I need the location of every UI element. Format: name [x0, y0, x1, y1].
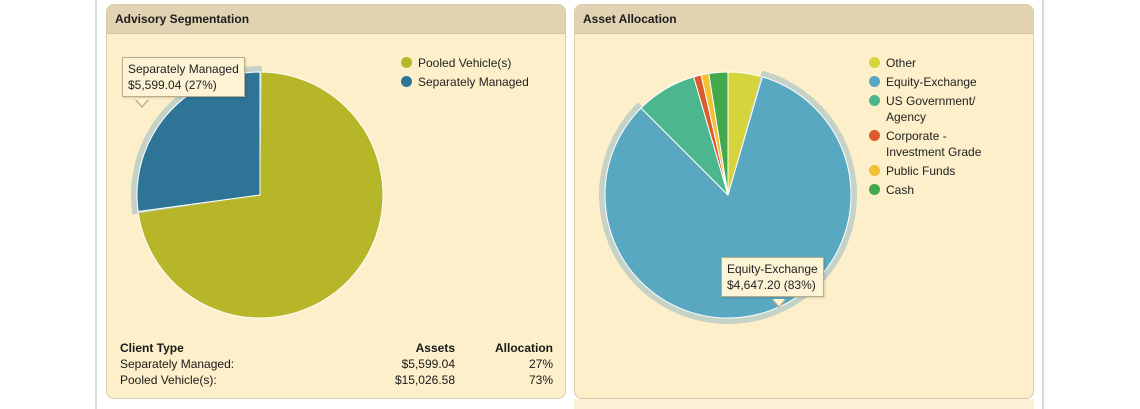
legend-swatch	[869, 76, 880, 87]
legend-item[interactable]: Pooled Vehicle(s)	[401, 55, 533, 71]
assets-cell: $5,599.04	[401, 357, 455, 371]
chart-tooltip: Separately Managed $5,599.04 (27%)	[122, 57, 245, 97]
tooltip-label: Equity-Exchange	[727, 262, 818, 276]
tooltip-arrow-inner	[773, 299, 785, 306]
legend-label: Public Funds	[886, 164, 956, 178]
legend-label: US Government/ Agency	[886, 94, 976, 124]
legend: Pooled Vehicle(s) Separately Managed	[401, 55, 533, 93]
advisory-segmentation-panel: Advisory Segmentation Pooled Vehicle(s) S…	[106, 4, 566, 399]
legend-label: Corporate - Investment Grade	[886, 129, 982, 159]
chart-tooltip: Equity-Exchange $4,647.20 (83%)	[721, 257, 824, 297]
segmentation-table: Client Type Assets Allocation Separately…	[120, 340, 553, 388]
allocation-cell: 73%	[528, 373, 553, 387]
legend-swatch	[401, 57, 412, 68]
legend-swatch	[869, 57, 880, 68]
legend-swatch	[869, 165, 880, 176]
legend-label: Pooled Vehicle(s)	[418, 56, 512, 70]
legend-item[interactable]: US Government/ Agency	[869, 93, 1001, 125]
legend-item[interactable]: Equity-Exchange	[869, 74, 1001, 90]
legend-item[interactable]: Public Funds	[869, 163, 1001, 179]
legend-swatch	[401, 76, 412, 87]
legend-item[interactable]: Corporate - Investment Grade	[869, 128, 1001, 160]
tooltip-value: $4,647.20 (83%)	[727, 278, 816, 292]
page-frame	[95, 0, 1044, 409]
legend-label: Separately Managed	[418, 75, 529, 89]
assets-cell: $15,026.58	[394, 373, 455, 387]
header-assets: Assets	[415, 341, 455, 355]
legend-label: Other	[886, 56, 917, 70]
legend: Other Equity-Exchange US Government/ Agenc…	[869, 55, 1001, 201]
pie-slice-pooled-vehicle-s[interactable]	[137, 71, 384, 319]
tooltip-arrow-inner	[136, 99, 148, 106]
legend-label: Equity-Exchange	[886, 75, 977, 89]
allocation-cell: 27%	[528, 357, 553, 371]
client-type-cell: Pooled Vehicle(s):	[120, 373, 217, 387]
client-type-cell: Separately Managed:	[120, 357, 235, 371]
header-client-type: Client Type	[120, 341, 184, 355]
legend-swatch	[869, 184, 880, 195]
legend-swatch	[869, 95, 880, 106]
tooltip-value: $5,599.04 (27%)	[128, 78, 217, 92]
tooltip-label: Separately Managed	[128, 62, 239, 76]
legend-item[interactable]: Other	[869, 55, 1001, 71]
asset-allocation-panel: Asset Allocation Other Equity-Exchange US …	[574, 4, 1034, 399]
legend-item[interactable]: Separately Managed	[401, 74, 533, 90]
table-row: Separately Managed: $5,599.04 27%	[120, 356, 553, 372]
pie-slice-cash[interactable]	[708, 71, 729, 196]
table-header-row: Client Type Assets Allocation	[120, 340, 553, 356]
panel-title: Asset Allocation	[575, 5, 1033, 34]
legend-swatch	[869, 130, 880, 141]
panel-title: Advisory Segmentation	[107, 5, 565, 34]
legend-item[interactable]: Cash	[869, 182, 1001, 198]
table-row: Pooled Vehicle(s): $15,026.58 73%	[120, 372, 553, 388]
bottom-strip	[574, 399, 1034, 409]
header-allocation: Allocation	[494, 341, 553, 355]
legend-label: Cash	[886, 183, 915, 197]
advisory-segmentation-pie[interactable]	[107, 34, 407, 334]
